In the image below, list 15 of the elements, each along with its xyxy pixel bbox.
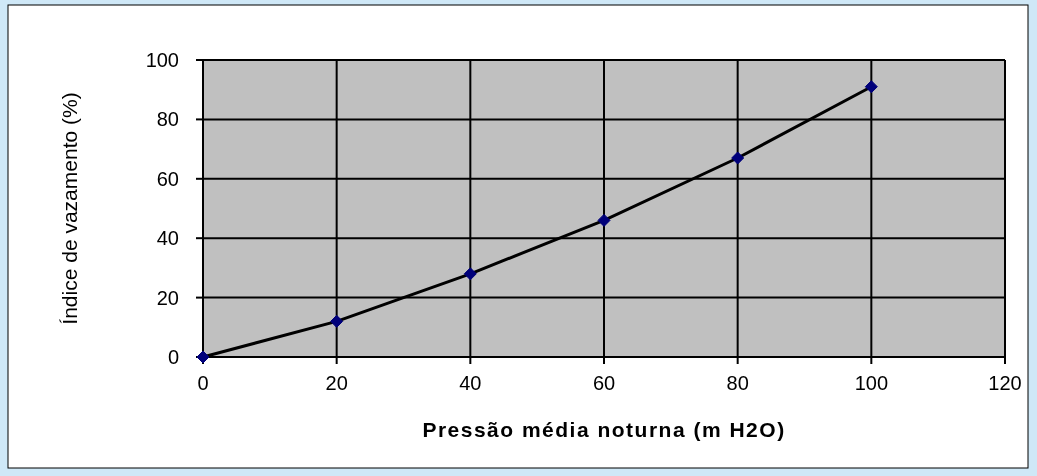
y-tick-label: 0	[167, 346, 179, 368]
y-tick-label: 40	[156, 227, 179, 250]
y-tick-label: 80	[156, 108, 179, 131]
x-tick-label: 80	[726, 372, 749, 394]
x-tick-label: 0	[197, 372, 209, 394]
x-tick-label: 120	[988, 372, 1022, 394]
x-tick-label: 20	[325, 372, 348, 394]
y-axis-title: Índice de vazamento (%)	[58, 92, 81, 325]
y-tick-label: 100	[145, 49, 179, 71]
y-tick-label: 60	[156, 167, 179, 190]
x-tick-label: 40	[459, 372, 482, 394]
x-tick-label: 100	[854, 372, 889, 394]
x-tick-label: 60	[592, 372, 616, 394]
x-axis-title: Pressão média noturna (m H2O)	[422, 418, 786, 441]
y-tick-label: 20	[156, 286, 179, 309]
